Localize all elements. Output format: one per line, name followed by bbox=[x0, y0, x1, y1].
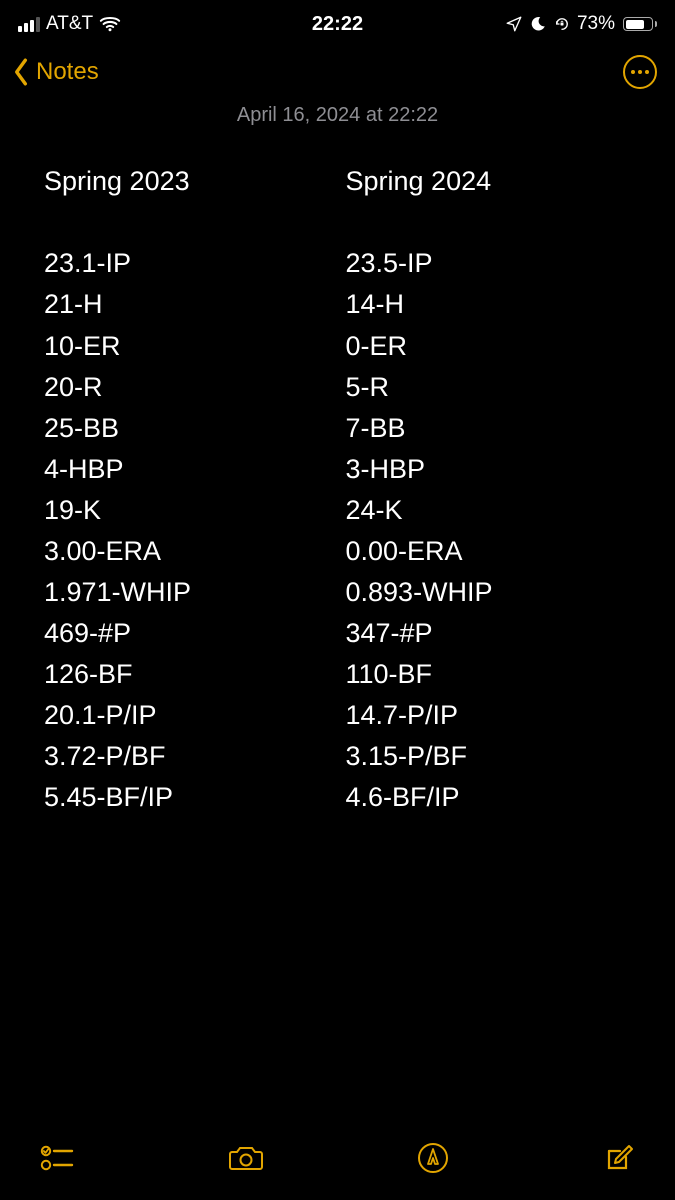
compose-button[interactable] bbox=[603, 1142, 635, 1174]
stat-line: 3.00-ERA bbox=[44, 531, 338, 572]
stat-line: 7-BB bbox=[338, 408, 632, 449]
status-right: 73% bbox=[505, 13, 657, 35]
chevron-left-icon bbox=[8, 57, 34, 87]
stat-line: 3.72-P/BF bbox=[44, 736, 338, 777]
orientation-lock-icon bbox=[553, 15, 571, 33]
markup-button[interactable] bbox=[417, 1142, 449, 1174]
checklist-button[interactable] bbox=[40, 1143, 74, 1173]
stat-line: 3-HBP bbox=[338, 449, 632, 490]
column-spring-2024: Spring 2024 23.5-IP 14-H 0-ER 5-R 7-BB 3… bbox=[338, 163, 632, 818]
moon-icon bbox=[529, 15, 547, 33]
back-label: Notes bbox=[36, 58, 99, 86]
stat-line: 4.6-BF/IP bbox=[338, 777, 632, 818]
stat-line: 4-HBP bbox=[44, 449, 338, 490]
note-body[interactable]: Spring 2023 23.1-IP 21-H 10-ER 20-R 25-B… bbox=[0, 139, 675, 818]
status-left: AT&T bbox=[18, 13, 121, 35]
stat-line: 24-K bbox=[338, 490, 632, 531]
more-dot-icon bbox=[631, 70, 635, 74]
location-icon bbox=[505, 15, 523, 33]
nav-bar: Notes bbox=[0, 44, 675, 100]
stat-line: 20-R bbox=[44, 367, 338, 408]
stat-line: 347-#P bbox=[338, 613, 632, 654]
markup-icon bbox=[417, 1142, 449, 1174]
stat-line: 21-H bbox=[44, 284, 338, 325]
more-dot-icon bbox=[638, 70, 642, 74]
stat-line: 0.00-ERA bbox=[338, 531, 632, 572]
stat-line: 110-BF bbox=[338, 654, 632, 695]
stat-line: 1.971-WHIP bbox=[44, 572, 338, 613]
stat-line: 23.5-IP bbox=[338, 243, 632, 284]
stat-line: 5-R bbox=[338, 367, 632, 408]
more-button[interactable] bbox=[623, 55, 657, 89]
column-header: Spring 2024 bbox=[338, 163, 632, 199]
battery-icon bbox=[623, 17, 657, 31]
stat-line: 19-K bbox=[44, 490, 338, 531]
signal-icon bbox=[18, 16, 40, 32]
status-bar: AT&T 22:22 73% bbox=[0, 0, 675, 44]
carrier-label: AT&T bbox=[46, 13, 93, 35]
stat-line: 14-H bbox=[338, 284, 632, 325]
stat-line: 126-BF bbox=[44, 654, 338, 695]
stat-line: 5.45-BF/IP bbox=[44, 777, 338, 818]
stat-line: 3.15-P/BF bbox=[338, 736, 632, 777]
stat-line: 469-#P bbox=[44, 613, 338, 654]
stat-line: 20.1-P/IP bbox=[44, 695, 338, 736]
checklist-icon bbox=[40, 1143, 74, 1173]
compose-icon bbox=[603, 1142, 635, 1174]
stat-line: 0.893-WHIP bbox=[338, 572, 632, 613]
stat-line: 23.1-IP bbox=[44, 243, 338, 284]
camera-button[interactable] bbox=[228, 1143, 264, 1173]
stat-line: 10-ER bbox=[44, 326, 338, 367]
stat-line: 25-BB bbox=[44, 408, 338, 449]
column-spring-2023: Spring 2023 23.1-IP 21-H 10-ER 20-R 25-B… bbox=[44, 163, 338, 818]
battery-fill bbox=[626, 20, 644, 29]
bottom-toolbar bbox=[0, 1130, 675, 1200]
wifi-icon bbox=[99, 13, 121, 35]
stat-line: 14.7-P/IP bbox=[338, 695, 632, 736]
back-button[interactable]: Notes bbox=[8, 57, 99, 87]
status-time: 22:22 bbox=[312, 13, 363, 36]
camera-icon bbox=[228, 1143, 264, 1173]
stat-line: 0-ER bbox=[338, 326, 632, 367]
note-timestamp: April 16, 2024 at 22:22 bbox=[0, 100, 675, 139]
more-dot-icon bbox=[645, 70, 649, 74]
column-header: Spring 2023 bbox=[44, 163, 338, 199]
battery-percent-label: 73% bbox=[577, 13, 615, 35]
